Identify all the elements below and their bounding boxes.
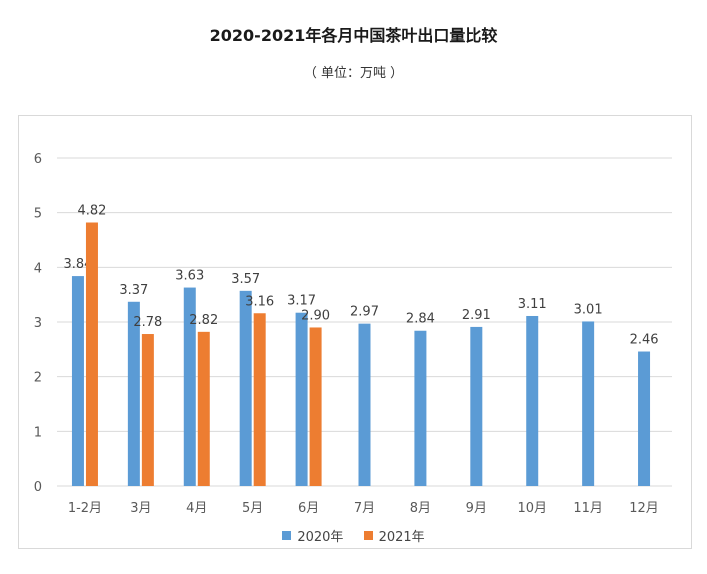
y-tick-label: 4 (34, 261, 42, 276)
y-tick-label: 5 (34, 207, 42, 222)
bar-2021 (197, 331, 210, 486)
data-label: 2.78 (133, 315, 162, 330)
bar-2020 (295, 312, 308, 486)
data-label: 2.97 (350, 305, 379, 320)
y-tick-label: 6 (34, 152, 42, 167)
y-tick-label: 1 (34, 425, 42, 440)
data-label: 2.82 (189, 313, 218, 328)
legend-item-2020: 2020年 (282, 526, 343, 545)
data-label: 3.37 (119, 283, 148, 298)
legend-swatch-2021 (363, 531, 373, 540)
data-label: 2.84 (406, 312, 435, 327)
bar-2020 (183, 287, 196, 486)
x-tick-label: 5月 (242, 501, 263, 516)
legend-label-2020: 2020年 (297, 530, 344, 545)
y-tick-label: 0 (34, 480, 42, 495)
x-tick-label: 6月 (298, 501, 319, 516)
x-tick-label: 1-2月 (68, 501, 102, 516)
bar-2021 (85, 222, 98, 487)
data-label: 4.82 (77, 204, 106, 219)
legend-item-2021: 2021年 (363, 526, 425, 545)
data-label: 2.90 (301, 308, 330, 323)
x-tick-label: 10月 (517, 501, 547, 516)
x-tick-label: 7月 (354, 501, 375, 516)
chart-subtitle: （ 单位：万吨 ） (303, 66, 404, 81)
x-tick-label: 12月 (629, 501, 659, 516)
y-tick-label: 2 (34, 371, 42, 386)
bar-2020 (239, 290, 252, 486)
data-label: 3.01 (574, 302, 603, 317)
data-label: 3.84 (63, 257, 92, 272)
x-tick-label: 3月 (130, 501, 151, 516)
bar-2020 (71, 276, 84, 486)
chart-title: 2020-2021年各月中国茶叶出口量比较 (209, 26, 498, 45)
x-tick-label: 4月 (186, 501, 207, 516)
x-tick-label: 11月 (573, 501, 603, 516)
legend: 2020年 2021年 (0, 526, 707, 545)
bar-2020 (358, 323, 371, 486)
x-tick-label: 8月 (410, 501, 431, 516)
bar-2020 (414, 330, 427, 486)
data-label: 3.57 (231, 272, 260, 287)
data-label: 3.17 (287, 294, 316, 309)
bar-2020 (127, 301, 140, 486)
bar-2020 (526, 315, 539, 486)
data-label: 2.91 (462, 308, 491, 323)
bar-2020 (470, 326, 483, 486)
x-tick-label: 9月 (466, 501, 487, 516)
y-tick-label: 3 (34, 316, 42, 331)
bar-2021 (309, 327, 322, 486)
data-label: 3.11 (518, 297, 547, 312)
data-label: 2.46 (630, 333, 659, 348)
bar-2020 (582, 321, 595, 486)
bar-2021 (253, 313, 266, 486)
data-label: 3.63 (175, 269, 204, 284)
data-label: 3.16 (245, 294, 274, 309)
legend-label-2021: 2021年 (378, 530, 425, 545)
bar-2021 (141, 334, 154, 486)
legend-swatch-2020 (282, 531, 292, 540)
bar-2020 (638, 351, 651, 486)
